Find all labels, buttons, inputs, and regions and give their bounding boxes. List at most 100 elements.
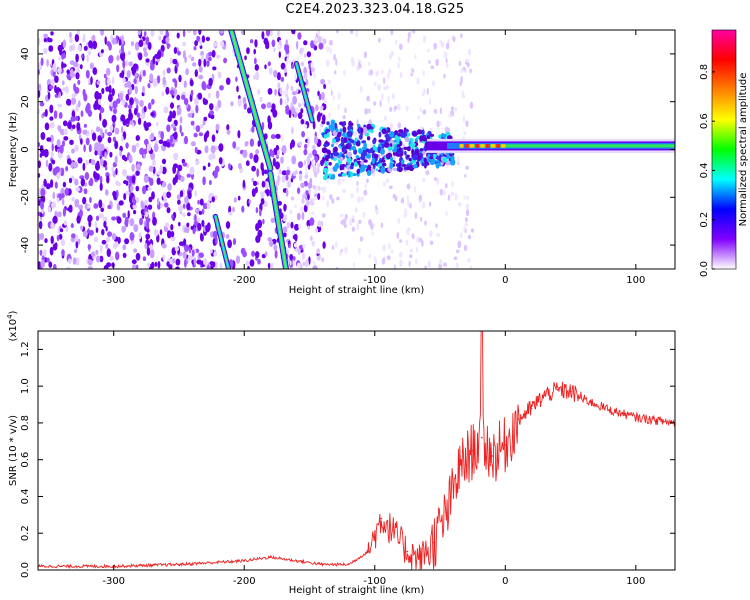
heatmap-speckle [397, 218, 401, 225]
heatmap-speckle [337, 178, 342, 186]
heatmap-speckle [147, 83, 151, 89]
heatmap-speckle [469, 68, 472, 74]
heatmap-speckle [162, 254, 165, 261]
y-tick-label: 40 [20, 48, 31, 61]
heatmap-speckle [255, 251, 260, 259]
x-tick-label: 100 [626, 576, 645, 587]
heatmap-speckle [145, 220, 150, 230]
heatmap-speckle [67, 207, 72, 212]
snr-data-point [622, 412, 624, 415]
heatmap-speckle [244, 141, 248, 147]
heatmap-speckle [395, 153, 402, 157]
heatmap-speckle [396, 231, 400, 240]
heatmap-speckle [370, 166, 374, 171]
heatmap-speckle [192, 62, 197, 67]
heatmap-speckle [69, 37, 73, 44]
heatmap-speckle [106, 77, 111, 86]
heatmap-speckle [66, 158, 72, 165]
heatmap-speckle [285, 169, 291, 176]
heatmap-speckle [363, 142, 367, 149]
heatmap-speckle [321, 196, 325, 201]
heatmap-speckle [175, 266, 180, 269]
heatmap-speckle [149, 243, 153, 252]
heatmap-speckle [309, 217, 315, 226]
snr-data-point [481, 436, 483, 439]
heatmap-speckle [388, 243, 391, 250]
heatmap-speckle [209, 103, 214, 111]
snr-data-point [635, 416, 637, 419]
heatmap-speckle [315, 104, 319, 112]
snr-data-point [419, 558, 422, 560]
heatmap-speckle [118, 92, 124, 101]
heatmap-speckle [150, 152, 156, 160]
heatmap-speckle [65, 226, 69, 232]
snr-data-point [178, 563, 180, 566]
heatmap-speckle [407, 37, 410, 43]
heatmap-speckle [278, 51, 281, 59]
heatmap-speckle [111, 233, 116, 241]
heatmap-speckle [116, 182, 121, 187]
heatmap-speckle [125, 60, 129, 67]
heatmap-speckle [443, 189, 446, 196]
heatmap-speckle [179, 124, 182, 134]
heatmap-speckle [381, 257, 386, 265]
heatmap-speckle [75, 106, 79, 112]
heatmap-speckle [88, 219, 92, 228]
heatmap-speckle [88, 144, 92, 153]
heatmap-speckle [372, 144, 376, 151]
heatmap-speckle [342, 147, 346, 153]
heatmap-speckle [116, 55, 120, 61]
heatmap-speckle [220, 40, 225, 48]
heatmap-speckle [261, 180, 266, 188]
heatmap-speckle [147, 42, 152, 50]
heatmap-speckle [196, 217, 201, 222]
heatmap-speckle [308, 189, 311, 194]
heatmap-speckle [106, 248, 112, 258]
heatmap-speckle [316, 255, 321, 261]
heatmap-speckle [74, 33, 80, 43]
heatmap-speckle [100, 158, 104, 166]
heatmap-speckle [294, 204, 297, 209]
heatmap-speckle [95, 255, 101, 263]
heatmap-speckle [457, 202, 462, 207]
heatmap-speckle [460, 33, 463, 39]
heatmap-speckle [375, 204, 378, 211]
snr-data-point [530, 407, 533, 410]
heatmap-speckle [264, 251, 268, 257]
heatmap-speckle [109, 255, 114, 261]
colorbar: 0.0 0.2 0.4 0.6 0.8 Normalized spectral ampli… [699, 29, 749, 277]
heatmap-speckle [177, 164, 183, 172]
heatmap-speckle [355, 30, 359, 38]
heatmap-speckle [371, 231, 374, 236]
heatmap-speckle [49, 104, 54, 114]
heatmap-speckle [363, 165, 368, 169]
heatmap-speckle [270, 217, 276, 223]
heatmap-speckle [184, 259, 187, 268]
heatmap-speckle [125, 190, 130, 196]
heatmap-speckle [137, 117, 142, 125]
heatmap-speckle [101, 239, 107, 245]
y-axis-label: SNR (10 * v/v) [8, 415, 19, 486]
heatmap-speckle [398, 129, 404, 134]
heatmap-speckle [286, 83, 289, 91]
snr-data-point [406, 550, 409, 553]
heatmap-speckle [109, 124, 114, 132]
heatmap-speckle [69, 72, 75, 78]
heatmap-speckle [262, 218, 265, 225]
heatmap-speckle [261, 121, 265, 131]
heatmap-speckle [418, 237, 423, 243]
heatmap-speckle [39, 212, 43, 218]
heatmap-speckle [104, 151, 107, 159]
heatmap-speckle [58, 56, 61, 61]
heatmap-speckle [68, 177, 73, 184]
heatmap-speckle [131, 259, 137, 265]
heatmap-speckle [333, 53, 336, 61]
heatmap-speckle [434, 177, 438, 182]
heatmap-speckle [266, 101, 272, 109]
heatmap-speckle [286, 57, 289, 65]
heatmap-speckle [374, 154, 379, 158]
heatmap-speckle [166, 142, 171, 148]
heatmap-speckle [168, 264, 173, 269]
